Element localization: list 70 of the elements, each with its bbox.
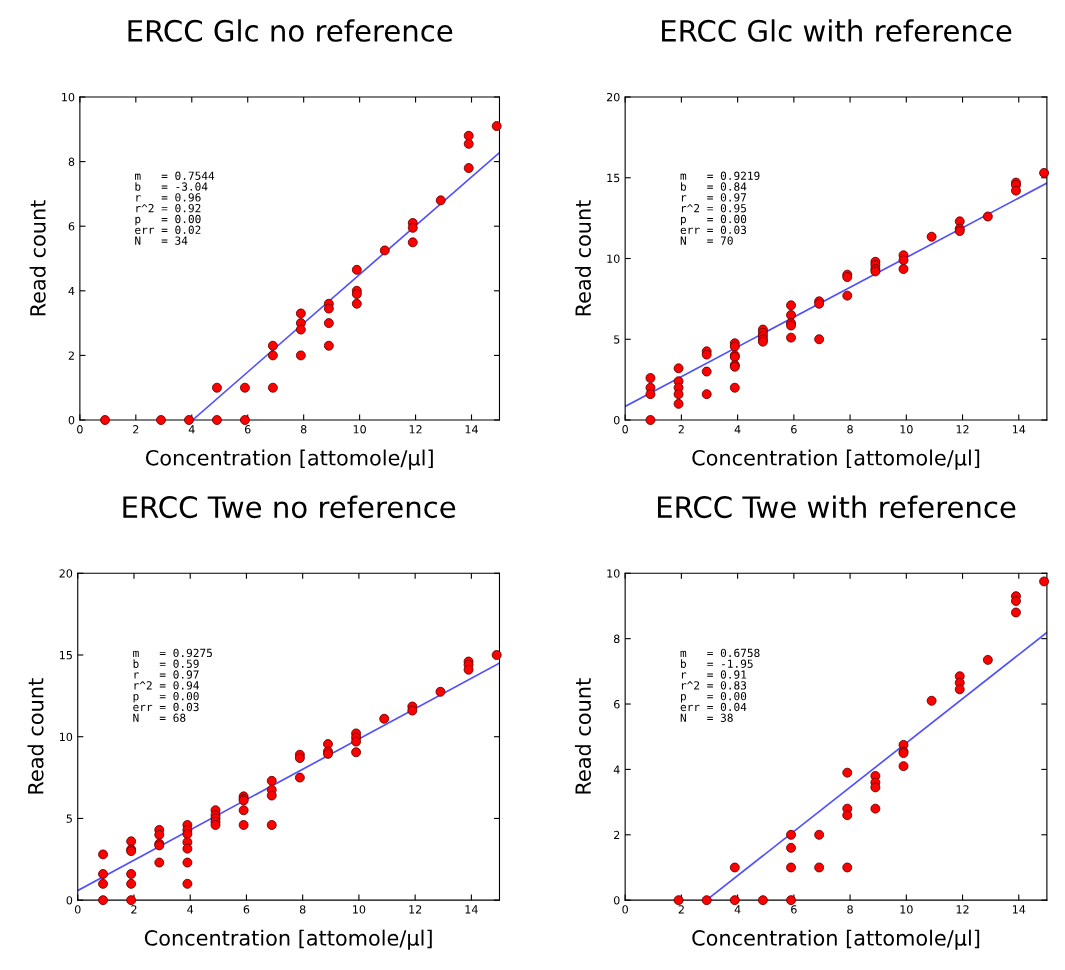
y-axis-title: Read count <box>574 678 592 794</box>
x-tick-label: 2 <box>678 905 684 914</box>
y-tick-label: 5 <box>66 814 72 823</box>
y-axis-title: Read count <box>574 200 592 316</box>
annotation: m = 0.7544 b = -3.04 r = 0.96 r^2 = 0.92 p = 0.00 err = 0.02 N = 34 <box>135 171 215 245</box>
y-tick-label: 6 <box>614 700 620 709</box>
x-tick-label: 8 <box>299 905 306 914</box>
y-tick-label: 10 <box>59 732 73 742</box>
x-tick-label: 0 <box>77 425 83 434</box>
x-tick-label: 8 <box>300 425 307 434</box>
x-tick-label: 14 <box>465 425 478 434</box>
x-tick-label: 0 <box>622 425 628 434</box>
y-tick-label: 0 <box>613 415 620 425</box>
x-tick-label: 4 <box>187 905 194 914</box>
chart-title: ERCC Twe no reference <box>123 495 456 519</box>
x-tick-label: 2 <box>133 425 139 434</box>
x-axis-title: Concentration [attomole/µl] <box>145 449 433 470</box>
chart-title: ERCC Glc with reference <box>662 19 1012 42</box>
y-tick-label: 6 <box>68 222 75 231</box>
x-tick-label: 12 <box>409 425 422 434</box>
x-axis-title: Concentration [attomole/µl] <box>144 929 432 950</box>
y-tick-label: 15 <box>607 173 620 183</box>
chart-title: ERCC Twe with reference <box>658 495 1016 519</box>
x-tick-label: 12 <box>956 905 969 914</box>
y-tick-label: 8 <box>68 157 75 166</box>
y-tick-label: 2 <box>614 830 620 839</box>
chart-title: ERCC Glc no reference <box>128 19 453 42</box>
x-tick-label: 12 <box>956 425 969 434</box>
y-tick-label: 8 <box>613 634 620 644</box>
y-axis-title: Read count <box>27 678 44 794</box>
x-tick-label: 4 <box>188 425 195 434</box>
annotation: m = 0.9219 b = 0.84 r = 0.97 r^2 = 0.95 p = 0.00 err = 0.03 N = 70 <box>680 171 760 245</box>
y-tick-label: 20 <box>59 569 73 578</box>
x-tick-label: 8 <box>847 425 853 434</box>
x-tick-label: 12 <box>409 905 422 914</box>
x-tick-label: 2 <box>131 905 137 914</box>
annotation: m = 0.9275 b = 0.59 r = 0.97 r^2 = 0.94 p = 0.00 err = 0.03 N = 68 <box>133 648 212 722</box>
x-tick-label: 14 <box>465 905 478 914</box>
y-tick-label: 4 <box>613 765 620 774</box>
annotation: m = 0.6758 b = -1.95 r = 0.91 r^2 = 0.83 p = 0.00 err = 0.04 N = 38 <box>680 648 760 722</box>
x-tick-label: 6 <box>791 905 797 914</box>
x-tick-label: 8 <box>847 905 853 914</box>
x-tick-label: 2 <box>678 425 684 434</box>
x-tick-label: 0 <box>622 905 628 914</box>
y-axis-title: Read count <box>29 200 46 316</box>
x-tick-label: 10 <box>353 905 366 914</box>
x-tick-label: 6 <box>791 425 797 434</box>
x-tick-label: 10 <box>900 425 913 434</box>
y-tick-label: 0 <box>68 415 75 425</box>
y-tick-label: 15 <box>59 651 72 660</box>
x-tick-label: 6 <box>244 425 251 434</box>
x-tick-label: 14 <box>1012 425 1026 434</box>
y-tick-label: 0 <box>613 896 620 905</box>
y-tick-label: 5 <box>614 335 620 344</box>
x-tick-label: 4 <box>734 905 741 914</box>
y-tick-label: 4 <box>68 286 75 296</box>
x-tick-label: 0 <box>74 905 81 914</box>
y-tick-label: 10 <box>607 254 620 263</box>
x-tick-label: 6 <box>243 905 250 914</box>
y-tick-label: 2 <box>68 351 74 360</box>
x-axis-title: Concentration [attomole/µl] <box>692 929 980 950</box>
x-tick-label: 4 <box>734 425 741 434</box>
x-tick-label: 14 <box>1012 905 1026 914</box>
x-tick-label: 10 <box>353 425 366 434</box>
y-tick-label: 10 <box>607 569 620 578</box>
y-tick-label: 10 <box>62 92 75 102</box>
y-tick-label: 20 <box>606 92 620 102</box>
y-tick-label: 0 <box>66 896 73 905</box>
x-tick-label: 10 <box>900 905 913 914</box>
x-axis-title: Concentration [attomole/µl] <box>692 449 980 470</box>
